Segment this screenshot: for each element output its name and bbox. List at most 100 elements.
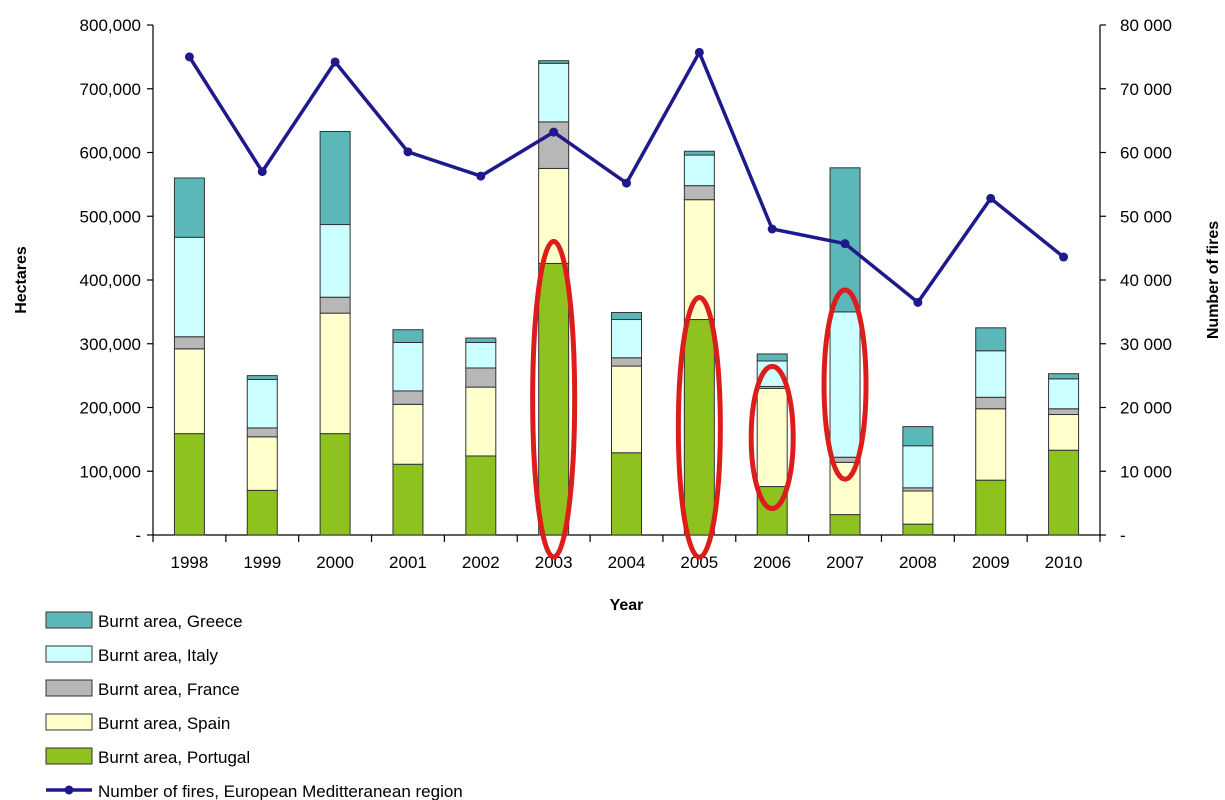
fires-point bbox=[549, 127, 559, 137]
bar-segment bbox=[683, 199, 715, 321]
bar-segment bbox=[975, 350, 1007, 398]
bar-segment bbox=[538, 262, 570, 536]
fires-point bbox=[767, 224, 777, 234]
y2-tick-label: 70 000 bbox=[1120, 80, 1172, 99]
bar-segment bbox=[902, 426, 934, 447]
bar-segment bbox=[173, 177, 205, 238]
bar-segment bbox=[683, 150, 715, 156]
legend-swatch bbox=[45, 713, 93, 731]
bar-segment bbox=[392, 341, 424, 392]
x-tick-label: 2006 bbox=[753, 553, 791, 572]
x-tick-label: 2003 bbox=[535, 553, 573, 572]
bar-segment bbox=[683, 154, 715, 187]
y-tick-label: 100,000 bbox=[80, 462, 141, 481]
highlight-ellipse bbox=[530, 238, 578, 560]
bar-segment bbox=[173, 236, 205, 338]
y2-tick-label: 60 000 bbox=[1120, 144, 1172, 163]
bar-segment bbox=[611, 312, 642, 321]
highlight-ellipse bbox=[748, 363, 796, 512]
y2-tick-label: 10 000 bbox=[1120, 462, 1172, 481]
bar-segment bbox=[173, 336, 205, 350]
bar-segment bbox=[611, 357, 642, 367]
y-axis-title: Hectares bbox=[13, 246, 30, 314]
bar-segment bbox=[829, 514, 861, 536]
legend-label: Burnt area, Greece bbox=[98, 612, 243, 631]
y2-axis-title: Number of fires bbox=[1205, 221, 1222, 339]
x-tick-label: 2000 bbox=[316, 553, 354, 572]
y-tick-label: 600,000 bbox=[80, 144, 141, 163]
x-tick-label: 1998 bbox=[171, 553, 209, 572]
fires-point bbox=[403, 147, 413, 157]
bar-segment bbox=[683, 319, 715, 536]
bar-segment bbox=[538, 62, 570, 123]
legend-swatch bbox=[45, 611, 93, 629]
fires-point bbox=[257, 167, 267, 177]
bar-segment bbox=[975, 396, 1007, 410]
fires-point bbox=[986, 193, 996, 203]
fires-point bbox=[840, 239, 850, 249]
y-tick-label: 200,000 bbox=[80, 399, 141, 418]
bar-segment bbox=[465, 341, 497, 369]
bar-segment bbox=[319, 224, 351, 298]
bar-segment bbox=[319, 296, 351, 314]
x-tick-label: 2001 bbox=[389, 553, 427, 572]
y2-tick-label: 80 000 bbox=[1120, 16, 1172, 35]
highlight-ellipse bbox=[821, 287, 869, 482]
y-tick-label: 800,000 bbox=[80, 16, 141, 35]
y-tick-label: 400,000 bbox=[80, 271, 141, 290]
fires-point bbox=[184, 52, 194, 62]
legend-label: Burnt area, Spain bbox=[98, 714, 230, 733]
y2-tick-label: 30 000 bbox=[1120, 335, 1172, 354]
bar-group bbox=[173, 60, 1080, 536]
bar-segment bbox=[902, 445, 934, 489]
legend-swatch bbox=[45, 747, 93, 765]
y-tick-label: 300,000 bbox=[80, 335, 141, 354]
x-axis-title: Year bbox=[610, 597, 644, 614]
x-tick-label: 2007 bbox=[826, 553, 864, 572]
x-tick-label: 2004 bbox=[608, 553, 646, 572]
bar-segment bbox=[319, 312, 351, 435]
bar-segment bbox=[538, 167, 570, 264]
y-tick-label: 700,000 bbox=[80, 80, 141, 99]
bar-segment bbox=[246, 489, 278, 536]
bar-segment bbox=[683, 185, 715, 201]
y2-tick-label: 50 000 bbox=[1120, 207, 1172, 226]
fires-point bbox=[694, 47, 704, 57]
bar-segment bbox=[829, 311, 861, 458]
bar-segment bbox=[1048, 414, 1080, 451]
y-tick-label: - bbox=[135, 526, 141, 545]
bar-segment bbox=[319, 433, 351, 536]
bar-segment bbox=[173, 433, 205, 536]
bar-segment bbox=[611, 452, 642, 536]
fires-point bbox=[476, 171, 486, 181]
bar-segment bbox=[246, 436, 278, 491]
legend-swatch bbox=[45, 645, 93, 663]
y2-tick-label: 40 000 bbox=[1120, 271, 1172, 290]
bar-segment bbox=[173, 348, 205, 435]
bar-segment bbox=[756, 387, 788, 488]
legend-line-marker bbox=[64, 785, 74, 795]
x-tick-label: 2002 bbox=[462, 553, 500, 572]
y2-tick-label: - bbox=[1120, 526, 1126, 545]
legend: Burnt area, Greece Burnt area, Italy Burnt… bbox=[45, 611, 463, 800]
bar-segment bbox=[1048, 378, 1080, 410]
bar-segment bbox=[1048, 408, 1080, 416]
y-tick-label: 500,000 bbox=[80, 207, 141, 226]
bar-segment bbox=[392, 390, 424, 405]
bar-segment bbox=[465, 455, 497, 536]
bar-segment bbox=[1048, 449, 1080, 536]
legend-label: Burnt area, Portugal bbox=[98, 748, 250, 767]
bar-segment bbox=[246, 378, 278, 429]
bar-segment bbox=[538, 60, 570, 64]
x-tick-label: 1999 bbox=[243, 553, 281, 572]
bar-segment bbox=[246, 427, 278, 438]
highlight-ellipse bbox=[675, 295, 723, 560]
bar-segment bbox=[319, 130, 351, 226]
legend-label: Burnt area, France bbox=[98, 680, 240, 699]
bar-segment bbox=[975, 408, 1007, 481]
y2-tick-label: 20 000 bbox=[1120, 399, 1172, 418]
bar-segment bbox=[756, 353, 788, 362]
x-tick-label: 2005 bbox=[680, 553, 718, 572]
bar-segment bbox=[975, 327, 1007, 352]
bar-segment bbox=[465, 386, 497, 457]
